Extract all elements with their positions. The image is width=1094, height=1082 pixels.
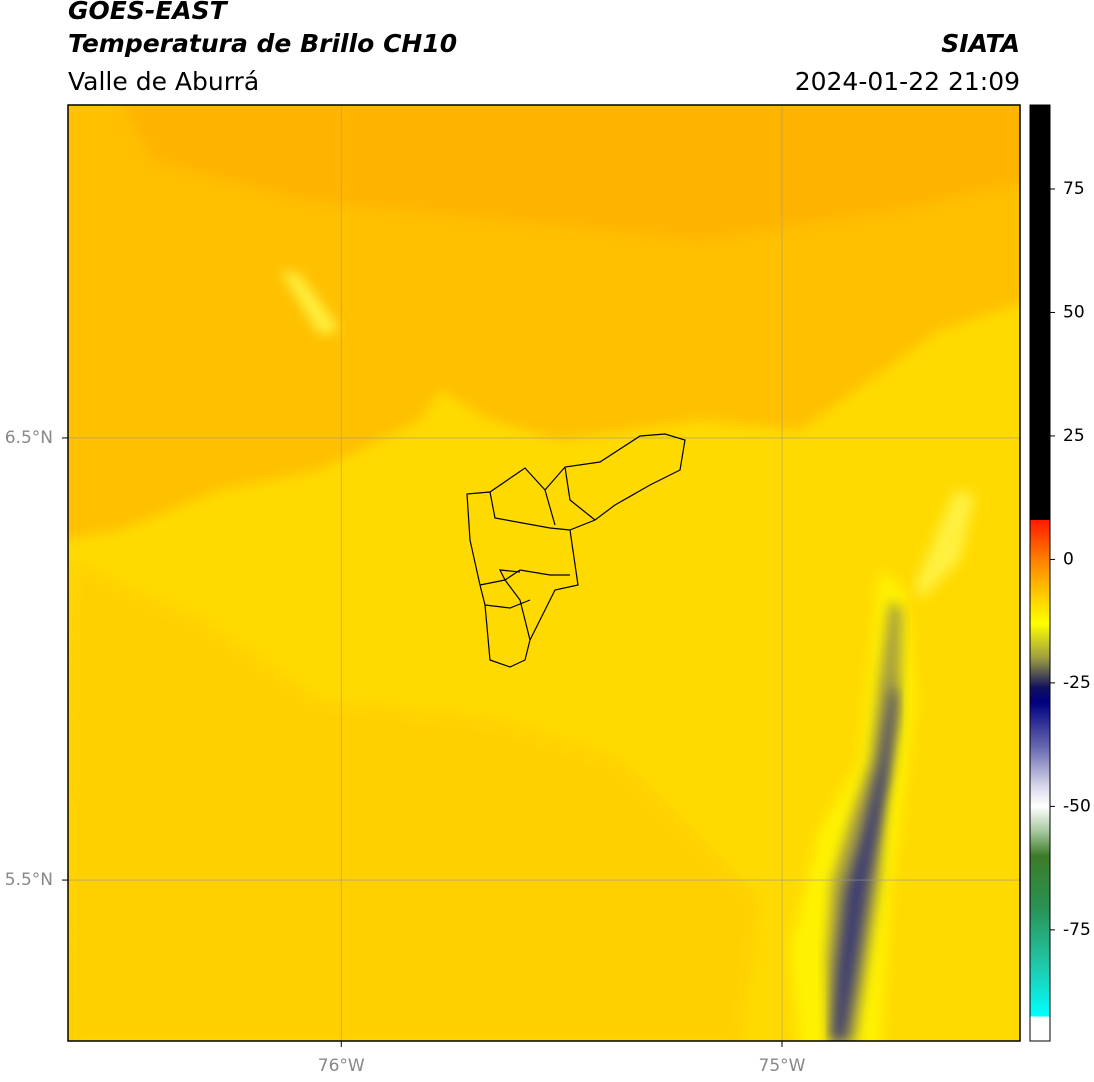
subtitle: Temperatura de Brillo CH10 [68,29,457,58]
colorbar-frame [1029,104,1051,1042]
source: SIATA [941,29,1020,58]
colorbar-fill [1030,105,1050,1041]
warmer-region [122,105,1020,240]
streak [915,490,975,600]
colorbar: 75 50 25 0 -25 -50 -75 [1030,105,1091,1041]
colorbar-tick-label: -75 [1063,920,1091,940]
valley-outline [466,433,686,668]
colorbar-tick-label: 50 [1063,302,1085,322]
y-tick-label: 5.5°N [5,870,53,890]
cloud-core [832,680,897,1040]
title: GOES-EAST [68,0,229,25]
map-frame [67,104,1021,1042]
y-tick-label: 6.5°N [5,428,53,448]
colorbar-tick-label: 0 [1063,549,1074,569]
colorbar-tick-label: -25 [1063,673,1091,693]
streak [280,270,340,335]
map-field [68,105,1020,1041]
colorbar-tick-label: 25 [1063,426,1085,446]
datetime: 2024-01-22 21:09 [795,67,1020,96]
grid [68,105,1020,1041]
region: Valle de Aburrá [68,67,259,96]
mid-region [68,560,760,1041]
x-tick-label: 75°W [759,1056,806,1076]
x-tick-label: 76°W [318,1056,365,1076]
colorbar-tick-label: -50 [1063,796,1091,816]
colorbar-tick-label: 75 [1063,179,1085,199]
